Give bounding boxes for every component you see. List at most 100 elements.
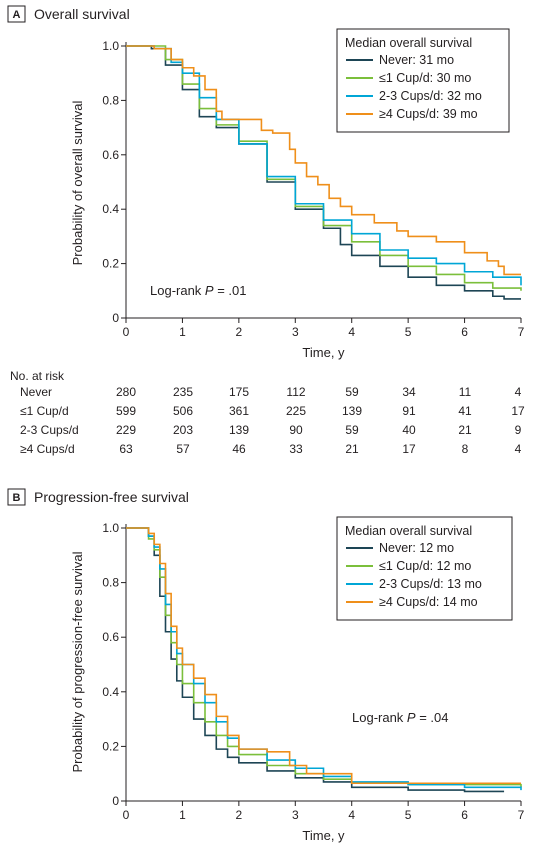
x-tick-label: 4	[348, 325, 355, 339]
y-tick-label: 0.8	[102, 93, 119, 107]
y-tick-label: 0.2	[102, 257, 119, 271]
legend-entry: Never: 12 mo	[379, 541, 454, 555]
risk-row-label: ≤1 Cup/d	[20, 404, 69, 418]
risk-value: 63	[119, 442, 133, 456]
panel-label-box	[7, 5, 26, 23]
legend-entry: ≥4 Cups/d: 14 mo	[379, 595, 478, 609]
risk-value: 599	[116, 404, 136, 418]
x-tick-label: 5	[405, 325, 412, 339]
risk-value: 361	[229, 404, 249, 418]
annotation-prefix: Log-rank	[352, 710, 407, 725]
risk-value: 59	[345, 423, 359, 437]
y-tick-label: 0.4	[102, 685, 119, 699]
annotation-variable: P	[407, 710, 416, 725]
risk-value: 40	[402, 423, 416, 437]
y-axis-label: Probability of progression-free survival	[70, 551, 85, 772]
legend-entry: ≥4 Cups/d: 39 mo	[379, 107, 478, 121]
y-axis-label: Probability of overall survival	[70, 101, 85, 266]
y-tick-label: 0.8	[102, 576, 119, 590]
x-tick-label: 3	[292, 808, 299, 822]
y-tick-label: 0.6	[102, 148, 119, 162]
risk-value: 34	[402, 385, 416, 399]
y-tick-label: 0.2	[102, 739, 119, 753]
y-tick-label: 0.4	[102, 202, 119, 216]
x-tick-label: 6	[461, 325, 468, 339]
legend-entry: ≤1 Cup/d: 12 mo	[379, 559, 471, 573]
y-tick-label: 0	[112, 311, 119, 325]
legend-entry: Never: 31 mo	[379, 53, 454, 67]
legend: Median overall survival Never: 12 mo ≤1 Cu…	[336, 516, 513, 621]
risk-value: 506	[173, 404, 193, 418]
x-axis-label: Time, y	[302, 345, 345, 360]
risk-value: 59	[345, 385, 359, 399]
risk-value: 280	[116, 385, 136, 399]
risk-value: 21	[458, 423, 472, 437]
risk-value: 91	[402, 404, 416, 418]
y-tick-label: 0	[112, 794, 119, 808]
risk-value: 4	[515, 385, 522, 399]
risk-value: 139	[342, 404, 362, 418]
panel-label-box	[7, 488, 26, 506]
log-rank-annotation: Log-rank P = .04	[352, 710, 448, 725]
series-line-3	[126, 527, 521, 785]
risk-value: 4	[515, 442, 522, 456]
risk-value: 21	[345, 442, 359, 456]
risk-value: 235	[173, 385, 193, 399]
panel-b: B Progression-free survival 0 1 2 3 4 5 6 7 0 0.2 0.…	[7, 488, 525, 843]
risk-table: No. at risk Never 280 235 175 112 59 34 11 4 ≤1 Cu…	[10, 369, 525, 456]
legend-entry: ≤1 Cup/d: 30 mo	[379, 71, 471, 85]
legend: Median overall survival Never: 31 mo ≤1 Cu…	[336, 28, 510, 133]
x-tick-label: 3	[292, 325, 299, 339]
y-tick-label: 0.6	[102, 630, 119, 644]
x-axis-label: Time, y	[302, 828, 345, 843]
risk-value: 90	[289, 423, 303, 437]
legend-title: Median overall survival	[345, 524, 472, 538]
y-tick-label: 1.0	[102, 521, 119, 535]
x-tick-label: 0	[123, 808, 130, 822]
risk-value: 8	[462, 442, 469, 456]
y-tick-label: 1.0	[102, 39, 119, 53]
risk-value: 41	[458, 404, 472, 418]
risk-value: 9	[515, 423, 522, 437]
risk-row-label: Never	[20, 385, 52, 399]
annotation-variable: P	[205, 283, 214, 298]
x-tick-label: 1	[179, 808, 186, 822]
risk-value: 11	[459, 385, 472, 399]
panel-label: A	[13, 9, 21, 21]
x-tick-label: 0	[123, 325, 130, 339]
x-tick-label: 7	[518, 808, 525, 822]
annotation-value: = .04	[416, 710, 449, 725]
x-tick-label: 5	[405, 808, 412, 822]
risk-row-label: 2-3 Cups/d	[20, 423, 79, 437]
x-tick-label: 2	[236, 325, 243, 339]
risk-table-header: No. at risk	[10, 369, 65, 383]
risk-value: 139	[229, 423, 249, 437]
risk-value: 229	[116, 423, 136, 437]
risk-value: 17	[402, 442, 416, 456]
risk-value: 46	[232, 442, 246, 456]
annotation-prefix: Log-rank	[150, 283, 205, 298]
legend-title: Median overall survival	[345, 36, 472, 50]
annotation-value: = .01	[214, 283, 247, 298]
x-tick-label: 1	[179, 325, 186, 339]
x-tick-label: 7	[518, 325, 525, 339]
series-line-3	[126, 45, 521, 276]
x-tick-label: 6	[461, 808, 468, 822]
risk-value: 33	[289, 442, 303, 456]
chart-title: Overall survival	[34, 6, 130, 22]
risk-value: 175	[229, 385, 249, 399]
panel-label: B	[13, 492, 21, 504]
chart-title: Progression-free survival	[34, 489, 189, 505]
legend-entry: 2-3 Cups/d: 13 mo	[379, 577, 482, 591]
series-line-1	[126, 45, 522, 291]
risk-value: 225	[286, 404, 306, 418]
risk-value: 203	[173, 423, 193, 437]
legend-entry: 2-3 Cups/d: 32 mo	[379, 89, 482, 103]
log-rank-annotation: Log-rank P = .01	[150, 283, 246, 298]
x-tick-label: 2	[236, 808, 243, 822]
risk-row-label: ≥4 Cups/d	[20, 442, 75, 456]
risk-value: 17	[511, 404, 525, 418]
risk-value: 57	[176, 442, 190, 456]
